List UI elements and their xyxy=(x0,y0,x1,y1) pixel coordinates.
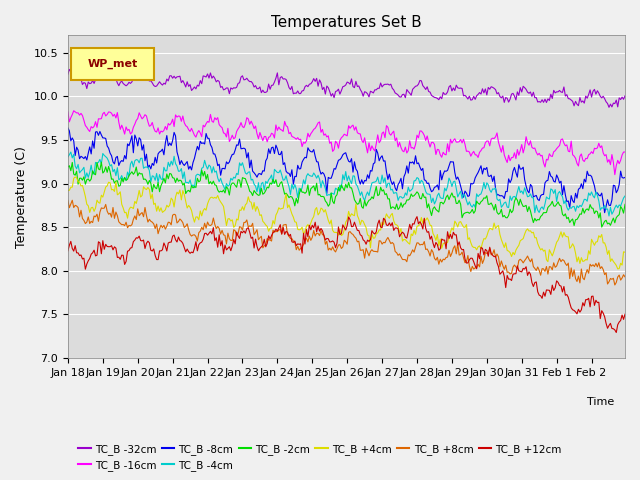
TC_B +12cm xyxy=(413,214,421,219)
Line: TC_B -4cm: TC_B -4cm xyxy=(68,152,625,216)
Line: TC_B -32cm: TC_B -32cm xyxy=(68,69,625,108)
Text: WP_met: WP_met xyxy=(87,59,138,70)
TC_B -4cm xyxy=(352,181,360,187)
TC_B -4cm xyxy=(67,149,75,155)
TC_B -2cm xyxy=(621,202,629,207)
TC_B -32cm xyxy=(64,72,72,77)
TC_B -16cm xyxy=(84,127,92,132)
TC_B -32cm xyxy=(545,97,553,103)
TC_B -2cm xyxy=(97,159,105,165)
TC_B -8cm xyxy=(461,188,469,194)
TC_B -2cm xyxy=(598,224,605,230)
TC_B -8cm xyxy=(618,175,626,180)
TC_B -2cm xyxy=(83,177,91,182)
TC_B -4cm xyxy=(545,196,553,202)
TC_B -8cm xyxy=(351,159,358,165)
TC_B -16cm xyxy=(64,109,72,115)
TC_B +12cm xyxy=(64,248,72,253)
TC_B +8cm xyxy=(545,264,553,270)
TC_B -2cm xyxy=(102,164,109,170)
TC_B +4cm xyxy=(463,222,470,228)
TC_B +4cm xyxy=(620,249,627,255)
TC_B -4cm xyxy=(102,154,109,159)
TC_B +4cm xyxy=(71,174,79,180)
TC_B -2cm xyxy=(620,210,627,216)
TC_B -16cm xyxy=(620,149,627,155)
TC_B -8cm xyxy=(100,135,108,141)
TC_B +12cm xyxy=(620,316,627,322)
TC_B -8cm xyxy=(83,157,91,163)
TC_B +8cm xyxy=(621,274,629,280)
TC_B +4cm xyxy=(64,188,72,193)
TC_B -32cm xyxy=(620,96,627,102)
TC_B -4cm xyxy=(621,193,629,199)
TC_B -32cm xyxy=(352,79,360,84)
TC_B -2cm xyxy=(352,199,360,205)
Legend: TC_B -32cm, TC_B -16cm, TC_B -8cm, TC_B -4cm, TC_B -2cm, TC_B +4cm, TC_B +8cm, T: TC_B -32cm, TC_B -16cm, TC_B -8cm, TC_B … xyxy=(74,439,566,475)
TC_B -32cm xyxy=(102,70,109,75)
TC_B -32cm xyxy=(605,105,613,110)
TC_B -16cm xyxy=(545,151,553,156)
TC_B +4cm xyxy=(545,247,553,252)
TC_B -16cm xyxy=(70,108,77,114)
TC_B -2cm xyxy=(64,164,72,170)
TC_B -4cm xyxy=(463,198,470,204)
TC_B +8cm xyxy=(620,272,627,277)
Y-axis label: Temperature (C): Temperature (C) xyxy=(15,145,28,248)
TC_B +12cm xyxy=(621,312,629,317)
TC_B -16cm xyxy=(611,172,619,178)
TC_B +8cm xyxy=(84,214,92,220)
TC_B +4cm xyxy=(614,266,621,272)
TC_B -16cm xyxy=(102,113,109,119)
TC_B +8cm xyxy=(64,197,72,203)
TC_B -4cm xyxy=(64,154,72,160)
Title: Temperatures Set B: Temperatures Set B xyxy=(271,15,422,30)
TC_B +8cm xyxy=(352,235,360,241)
TC_B -4cm xyxy=(84,174,92,180)
TC_B -2cm xyxy=(463,210,470,216)
TC_B -8cm xyxy=(621,175,629,180)
TC_B +4cm xyxy=(102,184,109,190)
Line: TC_B +8cm: TC_B +8cm xyxy=(68,200,625,285)
TC_B +4cm xyxy=(352,201,360,207)
TC_B +12cm xyxy=(351,219,358,225)
Line: TC_B +12cm: TC_B +12cm xyxy=(68,216,625,333)
Text: Time: Time xyxy=(587,396,614,407)
TC_B +4cm xyxy=(84,203,92,209)
TC_B +12cm xyxy=(545,288,553,293)
TC_B +4cm xyxy=(621,249,629,255)
TC_B -8cm xyxy=(544,178,552,183)
Line: TC_B -8cm: TC_B -8cm xyxy=(68,128,625,213)
Line: TC_B -16cm: TC_B -16cm xyxy=(68,111,625,175)
TC_B -8cm xyxy=(64,125,72,131)
TC_B -32cm xyxy=(621,93,629,99)
TC_B -4cm xyxy=(605,213,613,219)
TC_B -4cm xyxy=(620,195,627,201)
TC_B +8cm xyxy=(68,197,76,203)
TC_B -16cm xyxy=(352,124,360,130)
FancyBboxPatch shape xyxy=(70,48,154,81)
TC_B -32cm xyxy=(84,79,92,85)
TC_B +8cm xyxy=(102,202,109,207)
TC_B -32cm xyxy=(70,66,77,72)
Line: TC_B -2cm: TC_B -2cm xyxy=(68,162,625,227)
TC_B +12cm xyxy=(83,261,91,267)
TC_B -16cm xyxy=(621,149,629,155)
TC_B -16cm xyxy=(463,148,470,154)
TC_B +12cm xyxy=(612,330,620,336)
TC_B -32cm xyxy=(463,94,470,100)
TC_B +8cm xyxy=(463,259,470,264)
TC_B -8cm xyxy=(601,210,609,216)
TC_B +12cm xyxy=(100,246,108,252)
Line: TC_B +4cm: TC_B +4cm xyxy=(68,177,625,269)
TC_B -2cm xyxy=(545,203,553,209)
TC_B +12cm xyxy=(463,260,470,266)
TC_B +8cm xyxy=(611,282,619,288)
